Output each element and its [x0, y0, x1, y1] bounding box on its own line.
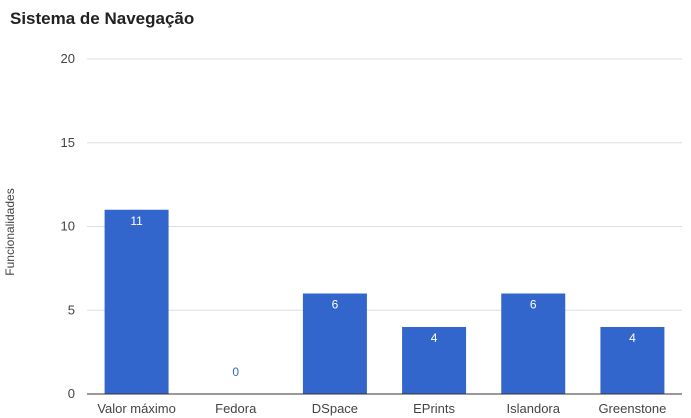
bar	[402, 327, 467, 394]
x-tick-label: Islandora	[507, 401, 561, 416]
chart-title: Sistema de Navegação	[10, 9, 194, 28]
bars: 11 0 6 4 6 4	[104, 209, 665, 394]
y-tick-label: 0	[68, 386, 75, 401]
y-tick-label: 10	[61, 219, 75, 234]
x-tick-label: Fedora	[215, 401, 257, 416]
data-label: 4	[629, 331, 636, 345]
bar	[501, 293, 566, 394]
gridlines	[87, 58, 682, 311]
x-tick-label: Valor máximo	[97, 401, 176, 416]
bar	[302, 293, 367, 394]
data-label: 6	[530, 298, 537, 312]
data-label: 4	[431, 331, 438, 345]
bar	[600, 327, 665, 394]
y-tick-label: 20	[61, 51, 75, 66]
data-label: 0	[232, 365, 239, 379]
data-label: 11	[130, 214, 143, 228]
y-axis-label: Funcionalidades	[3, 188, 17, 275]
y-axis-ticks: 0 5 10 15 20	[61, 51, 75, 401]
x-tick-label: Greenstone	[598, 401, 666, 416]
x-axis-ticks: Valor máximo Fedora DSpace EPrints Islandora…	[97, 401, 666, 416]
x-tick-label: DSpace	[312, 401, 358, 416]
bar	[104, 209, 169, 394]
x-tick-label: EPrints	[413, 401, 455, 416]
data-label: 6	[332, 298, 339, 312]
y-tick-label: 15	[61, 135, 75, 150]
y-tick-label: 5	[68, 302, 75, 317]
